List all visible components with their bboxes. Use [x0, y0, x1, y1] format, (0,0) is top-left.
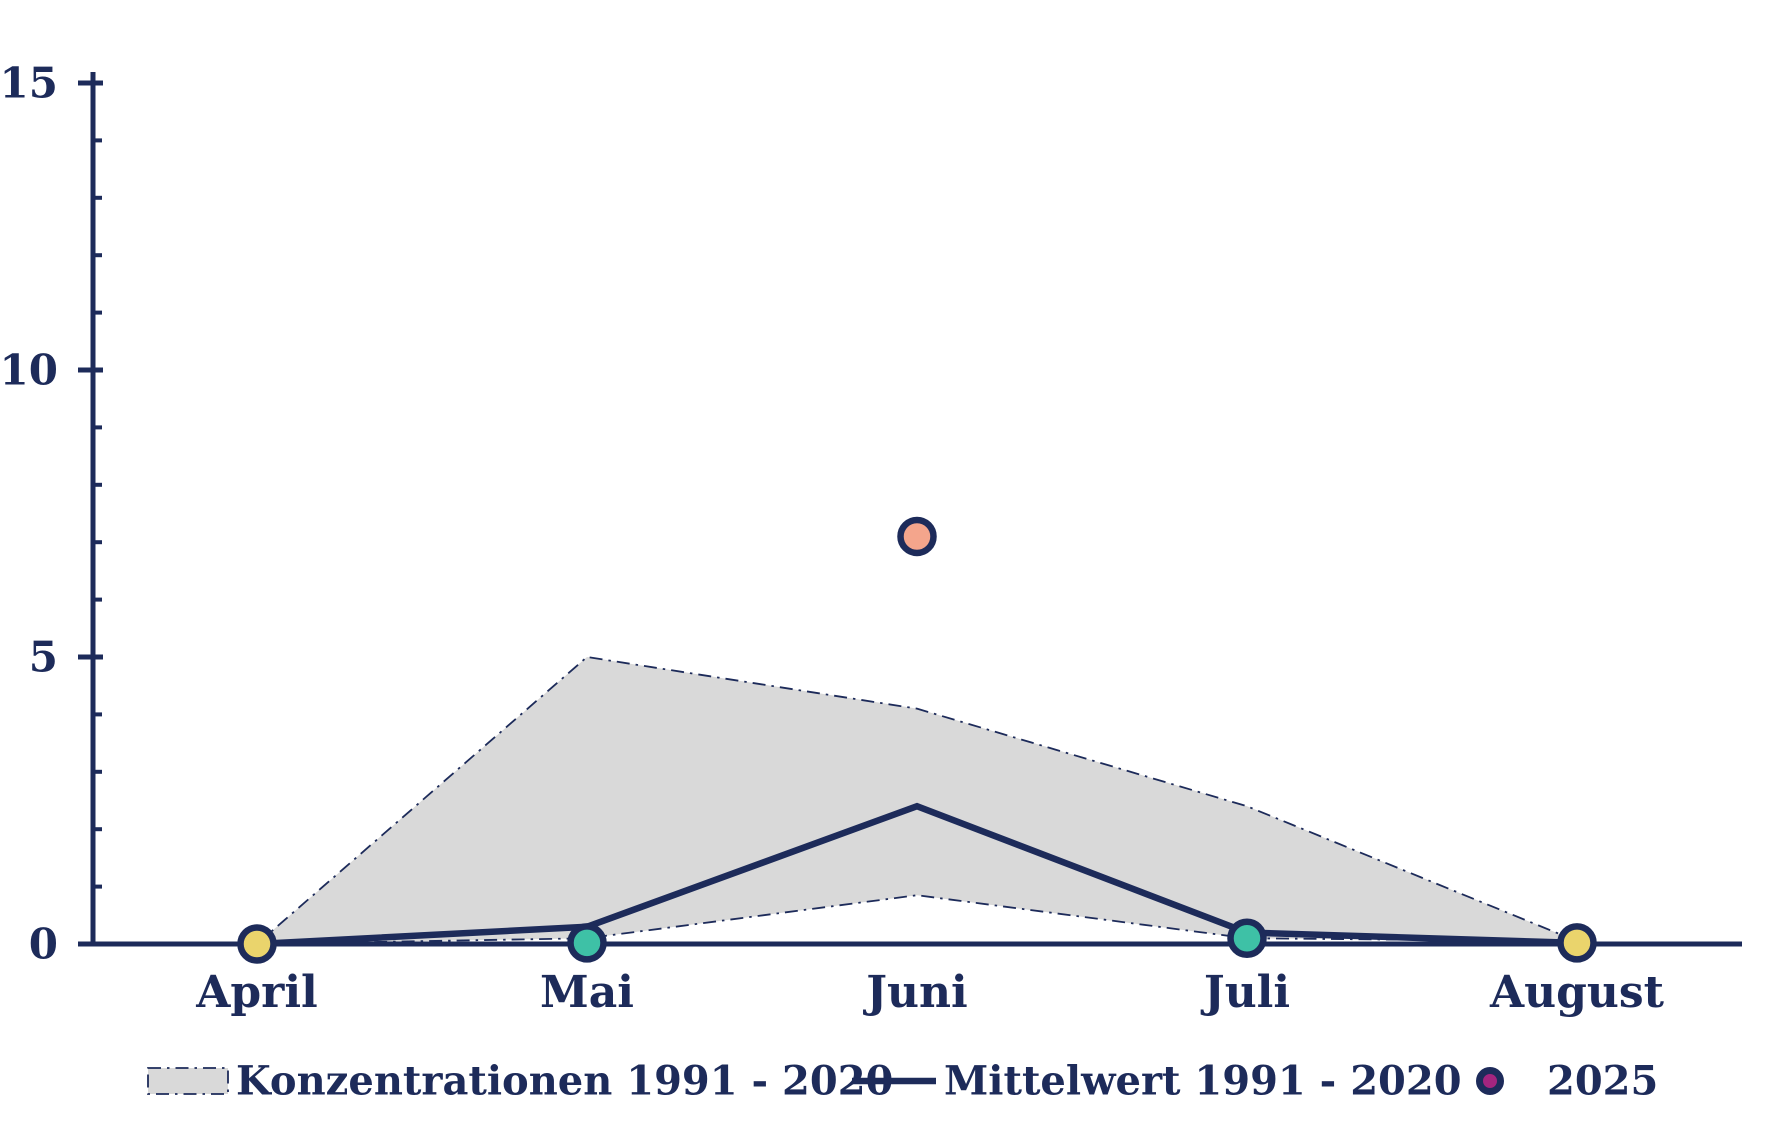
point-2025-juni: [897, 516, 937, 557]
mean-line: [256, 802, 1578, 948]
point-2025-juli: [1227, 918, 1267, 959]
x-label-august: August: [1489, 967, 1665, 1018]
band-group: [254, 656, 1578, 945]
point-2025-mai: [567, 923, 607, 963]
y-tick-label-0: 0: [29, 920, 58, 969]
x-label-april: April: [195, 967, 318, 1018]
legend-group: Konzentrationen 1991 - 2020 Mittelwert 19…: [147, 1058, 1658, 1105]
legend-label-mean: Mittelwert 1991 - 2020: [944, 1058, 1462, 1105]
legend-label-2025: 2025: [1547, 1058, 1658, 1105]
y-tick-label-15: 15: [0, 59, 58, 108]
legend-label-band: Konzentrationen 1991 - 2020: [236, 1058, 893, 1105]
points-group: [237, 516, 1597, 964]
point-2025-april: [237, 924, 277, 964]
y-tick-label-10: 10: [0, 346, 58, 395]
x-label-mai: Mai: [540, 967, 634, 1018]
legend-swatch-band: [147, 1067, 229, 1095]
point-2025-august: [1557, 923, 1597, 963]
y-tick-label-5: 5: [29, 633, 58, 682]
axis-group: 0 5 10 15 April Mai Juni Juli August: [0, 59, 1742, 1018]
mean-group: [256, 802, 1578, 948]
legend-dot-2025: [1476, 1067, 1504, 1095]
x-label-juli: Juli: [1200, 967, 1290, 1018]
band-area: [254, 656, 1578, 945]
x-label-juni: Juni: [862, 967, 968, 1018]
